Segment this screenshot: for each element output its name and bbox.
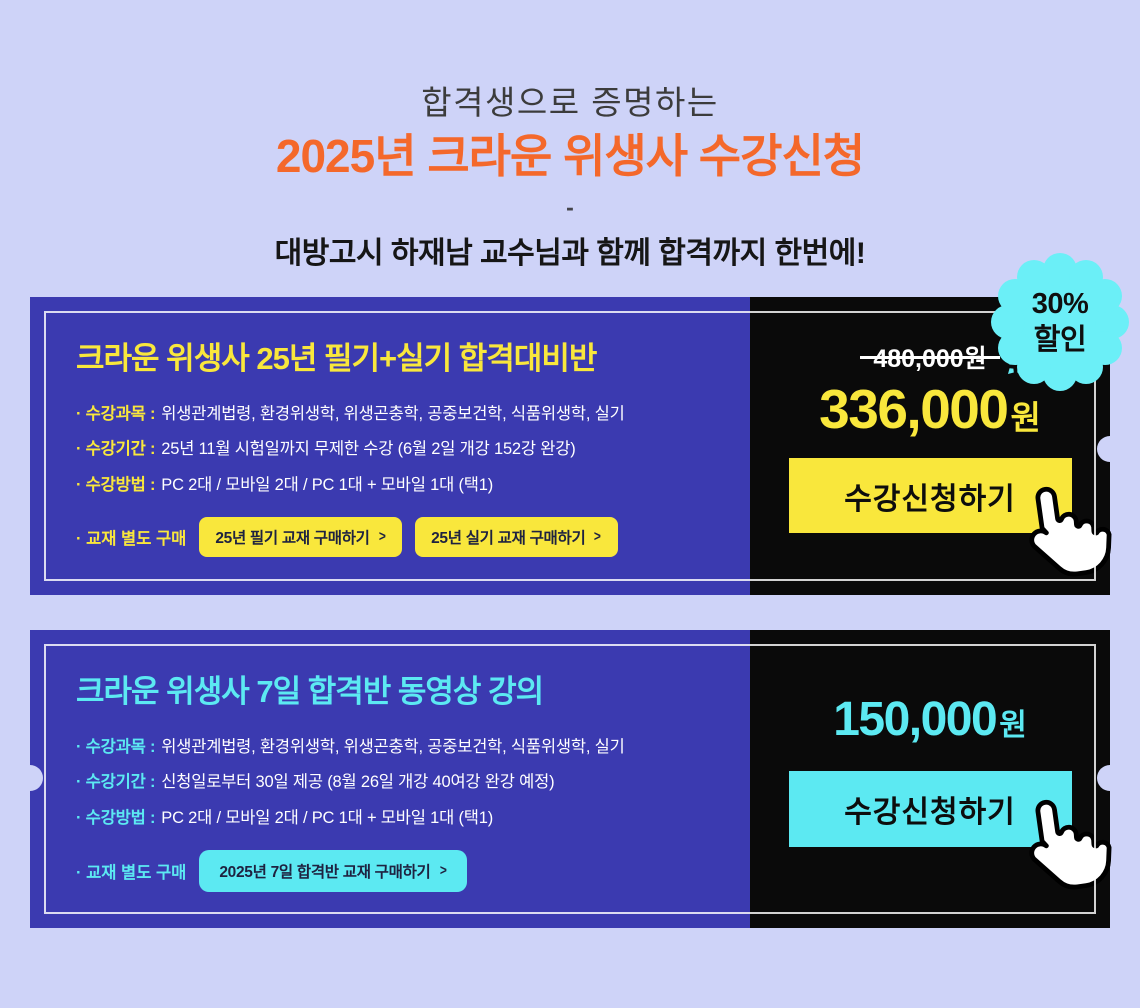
materials-label: · 교재 별도 구매 xyxy=(76,863,187,882)
course-card-7day-video: 크라운 위생사 7일 합격반 동영상 강의 · 수강과목 : 위생관계법령, 환경… xyxy=(17,630,1123,928)
sale-price-value: 336,000 xyxy=(819,378,1009,440)
row-text: 위생관계법령, 환경위생학, 위생곤충학, 공중보건학, 식품위생학, 실기 xyxy=(161,738,625,756)
course-method-row: · 수강방법 : PC 2대 / 모바일 2대 / PC 1대 + 모바일 1대 … xyxy=(76,474,738,496)
ticket-notch xyxy=(17,765,43,791)
ticket-notch xyxy=(1097,436,1123,462)
buy-7day-textbook-button[interactable]: 2025년 7일 합격반 교재 구매하기 > xyxy=(199,849,467,892)
original-price-wrap: 480,000원 xyxy=(873,334,1037,375)
materials-label: · 교재 별도 구매 xyxy=(76,529,187,548)
enroll-button[interactable]: 수강신청하기 xyxy=(788,458,1072,533)
buy-written-textbook-label: 25년 필기 교재 구매하기 xyxy=(215,529,370,547)
enroll-button-wrap: 수강신청하기 xyxy=(788,458,1111,577)
header-tagline: 대방고시 하재남 교수님과 함께 합격까지 한번에! xyxy=(274,237,866,270)
course-method-row: · 수강방법 : PC 2대 / 모바일 2대 / PC 1대 + 모바일 1대 … xyxy=(76,807,738,829)
original-price: 480,000원 xyxy=(873,339,986,375)
page-title: 2025년 크라운 위생사 수강신청 xyxy=(275,130,865,182)
buy-7day-textbook-label: 2025년 7일 합격반 교재 구매하기 xyxy=(219,863,431,881)
sale-price-value: 150,000 xyxy=(833,693,998,746)
hand-cursor-icon xyxy=(1028,486,1111,577)
price-panel: 480,000원 336,000 원 수강신청하기 xyxy=(750,297,1111,595)
row-label: · 수강과목 : xyxy=(76,405,156,423)
discount-word: 할인 xyxy=(1033,324,1087,356)
course-details: 크라운 위생사 25년 필기+실기 합격대비반 · 수강과목 : 위생관계법령, … xyxy=(76,333,738,557)
row-label: · 수강과목 : xyxy=(76,738,156,756)
buy-practical-textbook-button[interactable]: 25년 실기 교재 구매하기 > xyxy=(415,516,618,557)
row-text: 25년 11월 시험일까지 무제한 수강 (6월 2일 개강 152강 완강) xyxy=(161,440,576,459)
header-divider: - xyxy=(566,194,574,220)
row-text: 신청일로부터 30일 제공 (8월 26일 개강 40여강 완강 예정) xyxy=(161,773,555,792)
sale-price: 336,000 원 xyxy=(819,382,1041,437)
course-details: 크라운 위생사 7일 합격반 동영상 강의 · 수강과목 : 위생관계법령, 환경… xyxy=(76,666,738,892)
chevron-right-icon: > xyxy=(378,528,386,546)
buy-written-textbook-button[interactable]: 25년 필기 교재 구매하기 > xyxy=(199,516,403,557)
chevron-right-icon: > xyxy=(439,862,447,880)
course-subjects-row: · 수강과목 : 위생관계법령, 환경위생학, 위생곤충학, 공중보건학, 식품위… xyxy=(76,403,738,425)
buy-practical-textbook-label: 25년 실기 교재 구매하기 xyxy=(431,529,586,547)
discount-badge-text: 30% 할인 xyxy=(1032,286,1089,359)
row-label: · 수강기간 : xyxy=(76,440,156,459)
row-text: 위생관계법령, 환경위생학, 위생곤충학, 공중보건학, 식품위생학, 실기 xyxy=(161,405,625,423)
materials-row: · 교재 별도 구매 25년 필기 교재 구매하기 > 25년 실기 교재 구매하… xyxy=(76,516,738,557)
materials-row: · 교재 별도 구매 2025년 7일 합격반 교재 구매하기 > xyxy=(76,849,738,892)
course-title: 크라운 위생사 7일 합격반 동영상 강의 xyxy=(76,674,544,709)
chevron-right-icon: > xyxy=(594,528,602,546)
sale-price-unit: 원 xyxy=(1010,399,1041,436)
course-period-row: · 수강기간 : 신청일로부터 30일 제공 (8월 26일 개강 40여강 완강… xyxy=(76,771,738,793)
course-subjects-row: · 수강과목 : 위생관계법령, 환경위생학, 위생곤충학, 공중보건학, 식품위… xyxy=(76,736,738,758)
header-subtitle: 합격생으로 증명하는 xyxy=(421,84,719,121)
row-label: · 수강방법 : xyxy=(76,808,156,827)
enroll-button-wrap: 수강신청하기 xyxy=(788,771,1111,890)
sale-price: 150,000 원 xyxy=(833,696,1027,744)
row-text: PC 2대 / 모바일 2대 / PC 1대 + 모바일 1대 (택1) xyxy=(161,808,494,827)
hand-cursor-icon xyxy=(1028,799,1111,890)
row-label: · 수강방법 : xyxy=(76,475,156,494)
course-card-written-practical: 크라운 위생사 25년 필기+실기 합격대비반 · 수강과목 : 위생관계법령, … xyxy=(30,297,1123,595)
course-title: 크라운 위생사 25년 필기+실기 합격대비반 xyxy=(76,341,597,376)
enroll-button[interactable]: 수강신청하기 xyxy=(788,771,1072,847)
discount-percent: 30% xyxy=(1031,287,1089,320)
badge-burst-shape xyxy=(991,253,1129,391)
row-label: · 수강기간 : xyxy=(76,773,156,792)
discount-badge: 30% 할인 xyxy=(988,250,1132,394)
row-text: PC 2대 / 모바일 2대 / PC 1대 + 모바일 1대 (택1) xyxy=(161,475,494,494)
sale-price-unit: 원 xyxy=(999,709,1027,742)
price-panel: 150,000 원 수강신청하기 xyxy=(750,630,1111,928)
course-period-row: · 수강기간 : 25년 11월 시험일까지 무제한 수강 (6월 2일 개강 1… xyxy=(76,438,738,460)
ticket-notch xyxy=(1097,765,1123,791)
